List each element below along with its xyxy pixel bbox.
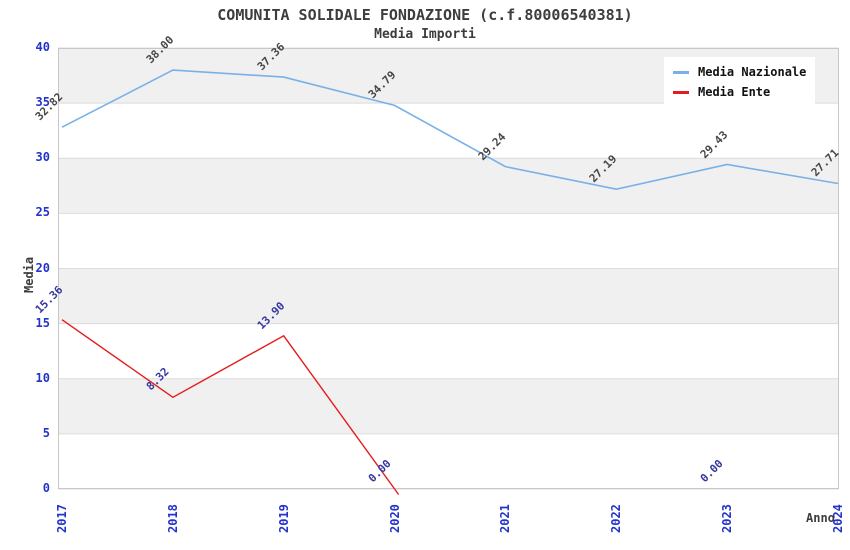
x-tick-label: 2018 bbox=[165, 504, 180, 533]
plot-border bbox=[58, 48, 839, 489]
data-point-label: 34.79 bbox=[365, 68, 398, 102]
y-tick-label: 40 bbox=[35, 40, 50, 54]
data-point-label: 0.00 bbox=[697, 457, 726, 485]
x-tick-label: 2019 bbox=[276, 504, 291, 533]
y-tick-label: 25 bbox=[35, 205, 50, 220]
band bbox=[58, 378, 839, 434]
x-tick-label: 2023 bbox=[720, 504, 735, 533]
y-tick-label: 10 bbox=[35, 370, 50, 385]
media-ente-line-swatch-icon bbox=[673, 90, 689, 94]
chart-subtitle: Media Importi bbox=[374, 27, 476, 42]
chart-title: COMUNITA SOLIDALE FONDAZIONE (c.f.800065… bbox=[217, 6, 633, 24]
series-line bbox=[61, 319, 400, 495]
band bbox=[58, 158, 839, 214]
y-tick-label: 0 bbox=[42, 481, 50, 495]
data-point-label: 29.43 bbox=[697, 127, 731, 161]
data-point-label: 37.36 bbox=[254, 40, 288, 74]
data-point-label: 27.71 bbox=[808, 146, 842, 180]
data-point-label: 8.32 bbox=[143, 365, 172, 394]
legend: Media Nazionale Media Ente bbox=[664, 57, 816, 107]
x-tick-label: 2020 bbox=[387, 504, 402, 533]
legend-item-media-ente: Media Ente bbox=[673, 85, 806, 99]
x-axis-title: Anno bbox=[806, 511, 835, 525]
y-tick-label: 30 bbox=[35, 150, 50, 165]
y-axis-title: Media bbox=[22, 256, 36, 293]
data-point-label: 32.82 bbox=[32, 90, 66, 124]
x-tick-label: 2022 bbox=[609, 504, 624, 533]
media-nazionale-line-swatch-icon bbox=[673, 70, 689, 74]
x-tick-label: 2021 bbox=[498, 504, 513, 533]
data-point-label: 29.24 bbox=[476, 130, 509, 163]
data-point-label: 13.90 bbox=[254, 299, 288, 332]
legend-label: Media Nazionale bbox=[698, 65, 807, 79]
y-tick-label: 35 bbox=[35, 95, 50, 110]
legend-item-media-nazionale: Media Nazionale bbox=[673, 65, 806, 79]
band bbox=[58, 268, 839, 324]
data-point-label: 15.36 bbox=[32, 283, 66, 316]
data-point-label: 27.19 bbox=[587, 152, 620, 186]
y-tick-label: 5 bbox=[42, 425, 50, 440]
legend-label: Media Ente bbox=[698, 85, 771, 99]
data-point-label: 0.00 bbox=[365, 457, 394, 485]
y-tick-label: 15 bbox=[35, 315, 50, 330]
x-tick-label: 2017 bbox=[55, 504, 69, 533]
